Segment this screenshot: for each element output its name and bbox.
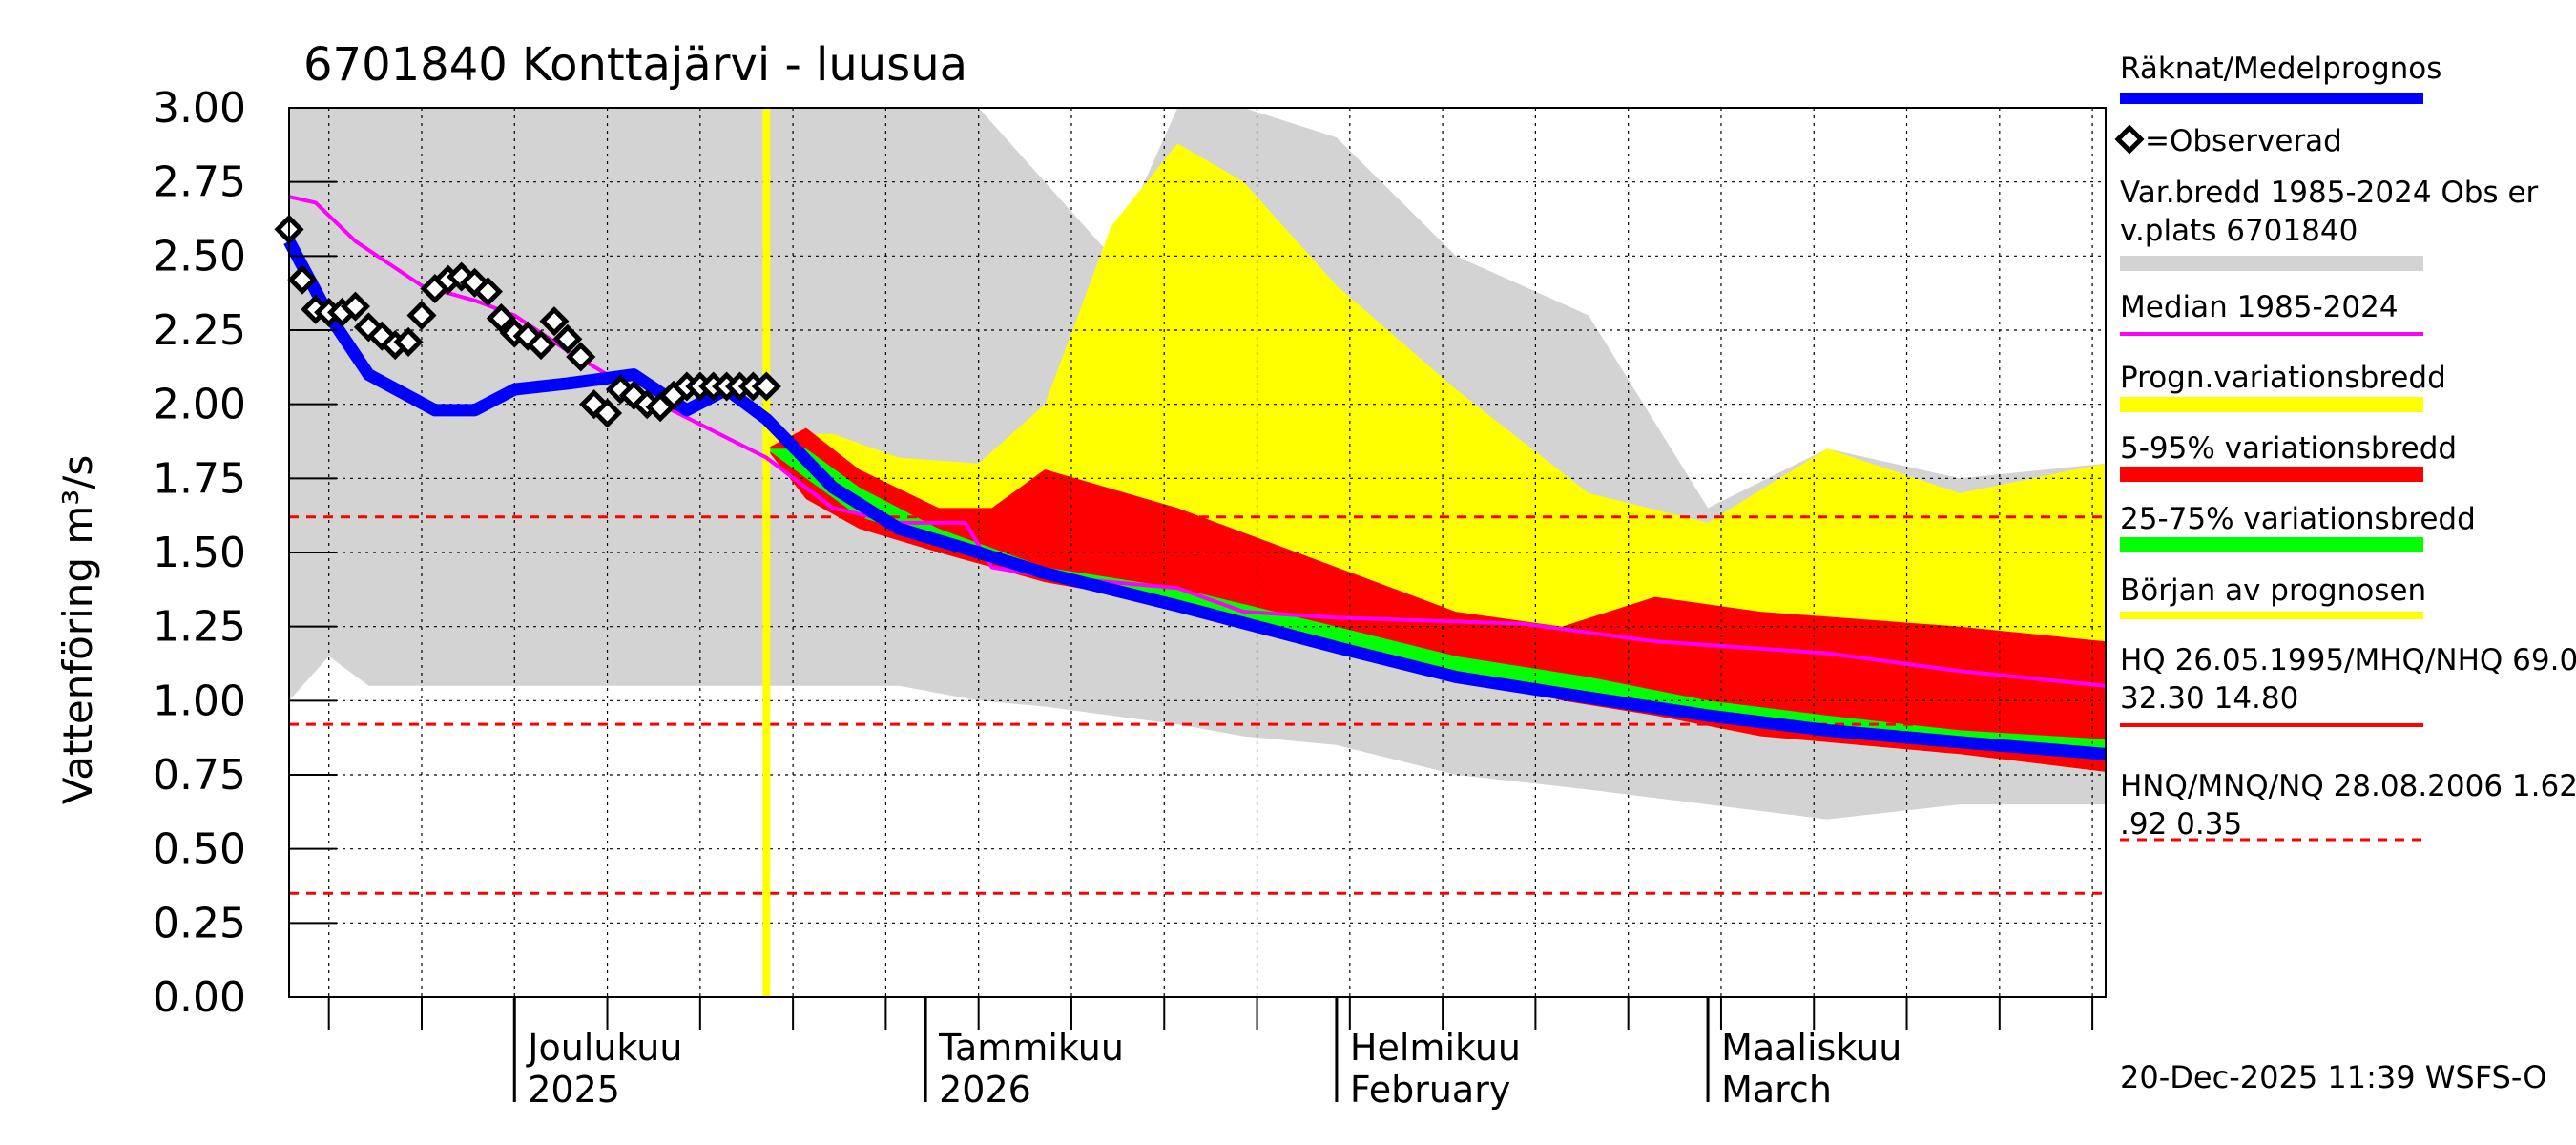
- series-r-knat-medelprognos: [283, 238, 2107, 760]
- observed-point: [592, 398, 623, 428]
- legend-label: 25-75% variationsbredd: [2120, 502, 2476, 536]
- y-tick-label: 3.00: [153, 84, 246, 133]
- band-5-95-variationsbredd: [766, 427, 2106, 772]
- chart-title: 6701840 Konttajärvi - luusua: [303, 38, 967, 92]
- legend-item-r-knat-medelprognos: Räknat/Medelprognos: [2120, 52, 2441, 104]
- legend-item-var-bredd-1985-2024-obs-erv-plats-6701840: Var.bredd 1985-2024 Obs er v.plats 670184…: [2120, 176, 2539, 271]
- legend-item-median-1985-2024: Median 1985-2024: [2120, 290, 2423, 336]
- y-tick-label: 0.50: [153, 825, 246, 874]
- observed-point: [393, 326, 424, 357]
- y-tick-label: 2.00: [153, 381, 246, 429]
- legend-item-observerad: =Observerad: [2114, 124, 2342, 158]
- y-tick-label: 1.75: [153, 454, 246, 503]
- y-tick-label: 1.25: [153, 603, 246, 652]
- legend-item-5-95-variationsbredd: 5-95% variationsbredd: [2120, 431, 2457, 482]
- observed-point: [287, 264, 318, 295]
- observed-point: [751, 371, 781, 402]
- y-tick-label: 2.75: [153, 158, 246, 207]
- legend-label: HNQ/MNQ/NQ 28.08.2006 1.62 0: [2120, 769, 2576, 803]
- x-year-label: 2026: [939, 1069, 1031, 1111]
- x-year-label: February: [1350, 1069, 1510, 1111]
- legend-label: Räknat/Medelprognos: [2120, 52, 2441, 86]
- legend: Räknat/Medelprognos =Observerad Var.bredd …: [2114, 52, 2576, 842]
- observed-point: [526, 329, 556, 361]
- x-month-label: Helmikuu: [1350, 1027, 1521, 1069]
- x-month-label: Joulukuu: [526, 1027, 682, 1069]
- legend-swatch: [2120, 537, 2423, 552]
- y-tick-label: 0.75: [153, 751, 246, 800]
- y-axis-label: Vattenföring m³/s: [54, 455, 101, 804]
- y-tick-label: 0.25: [153, 899, 246, 947]
- observed-point: [552, 323, 583, 354]
- observed-point: [406, 300, 437, 331]
- legend-label: Var.bredd 1985-2024 Obs er: [2120, 176, 2539, 210]
- grid-lines: [289, 107, 2106, 998]
- legend-label: v.plats 6701840: [2120, 214, 2358, 248]
- legend-item-b-rjan-av-prognosen: Början av prognosen: [2120, 573, 2426, 619]
- observed-point: [566, 342, 596, 372]
- y-tick-label: 2.50: [153, 232, 246, 281]
- footer-timestamp: 20-Dec-2025 11:39 WSFS-O: [2120, 1059, 2546, 1095]
- legend-label: Median 1985-2024: [2120, 290, 2399, 324]
- legend-swatch: [2120, 256, 2423, 271]
- x-year-label: March: [1721, 1069, 1832, 1111]
- legend-observed-marker: [2114, 124, 2145, 155]
- observed-point: [539, 306, 570, 337]
- y-tick-label: 1.50: [153, 529, 246, 577]
- legend-item-hq-26-05-1995-mhq-nhq-69-00-32-30-14-80: HQ 26.05.1995/MHQ/NHQ 69.00 32.30 14.80: [2120, 643, 2576, 727]
- observed-point: [472, 277, 504, 307]
- legend-label: 32.30 14.80: [2120, 681, 2298, 716]
- legend-label: .92 0.35: [2120, 807, 2242, 842]
- legend-label: =Observerad: [2145, 124, 2342, 158]
- legend-label: Början av prognosen: [2120, 573, 2426, 608]
- legend-item-progn-variationsbredd: Progn.variationsbredd: [2120, 361, 2446, 412]
- x-month-label: Maaliskuu: [1721, 1027, 1901, 1069]
- observed-point: [340, 291, 371, 322]
- plot-area: 0.00 0.25 0.50 0.75 1.00 1.25 1.50 1.75 2.00 2.25…: [153, 84, 2107, 1111]
- legend-label: HQ 26.05.1995/MHQ/NHQ 69.00: [2120, 643, 2576, 677]
- x-month-label: Tammikuu: [938, 1027, 1124, 1069]
- band-progn-variationsbredd: [766, 143, 2106, 766]
- observed-point: [486, 303, 516, 334]
- legend-swatch: [2120, 467, 2423, 482]
- legend-swatch: [2120, 397, 2423, 412]
- y-tick-label: 2.25: [153, 306, 246, 355]
- x-year-label: 2025: [528, 1069, 620, 1111]
- legend-label: Progn.variationsbredd: [2120, 361, 2446, 395]
- legend-label: 5-95% variationsbredd: [2120, 431, 2457, 466]
- legend-item-25-75-variationsbredd: 25-75% variationsbredd: [2120, 502, 2476, 552]
- legend-item-hnq-mnq-nq-28-08-2006-1-62-0-92-0-35: HNQ/MNQ/NQ 28.08.2006 1.62 0 .92 0.35: [2120, 769, 2576, 842]
- y-tick-label: 1.00: [153, 677, 246, 725]
- y-tick-label: 0.00: [153, 973, 246, 1022]
